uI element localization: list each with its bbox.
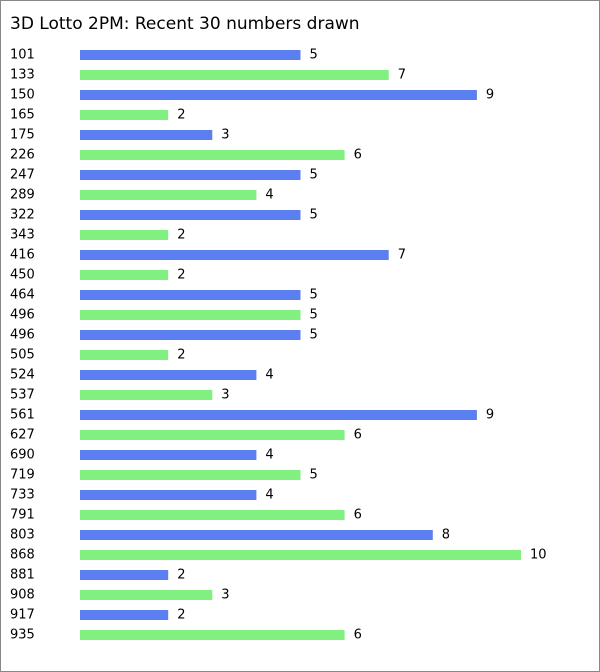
value-label: 7 (398, 68, 406, 83)
value-label: 4 (265, 188, 273, 203)
bar (80, 190, 257, 200)
y-tick-label: 165 (10, 108, 35, 123)
value-label: 9 (486, 408, 494, 423)
y-tick-label: 733 (10, 488, 35, 503)
y-tick-label: 322 (10, 208, 35, 223)
value-label: 5 (310, 208, 318, 223)
y-tick-label: 561 (10, 408, 35, 423)
y-tick-label: 537 (10, 388, 35, 403)
value-label: 2 (177, 608, 185, 623)
bar (80, 430, 345, 440)
value-label: 7 (398, 248, 406, 263)
y-tick-label: 416 (10, 248, 35, 263)
y-tick-label: 247 (10, 168, 35, 183)
y-tick-label: 496 (10, 328, 35, 343)
bar (80, 50, 301, 60)
y-tick-label: 627 (10, 428, 35, 443)
y-tick-label: 175 (10, 128, 35, 143)
bar (80, 250, 389, 260)
chart-title: 3D Lotto 2PM: Recent 30 numbers drawn (10, 14, 360, 34)
bar (80, 610, 169, 620)
bar (80, 130, 213, 140)
y-tick-label: 150 (10, 88, 35, 103)
value-label: 8 (442, 528, 450, 543)
y-tick-label: 690 (10, 448, 35, 463)
y-tick-label: 908 (10, 588, 35, 603)
y-tick-label: 917 (10, 608, 35, 623)
value-label: 5 (310, 328, 318, 343)
value-label: 2 (177, 348, 185, 363)
value-label: 3 (221, 128, 229, 143)
bar (80, 390, 213, 400)
y-tick-label: 868 (10, 548, 35, 563)
y-tick-label: 719 (10, 468, 35, 483)
bar (80, 70, 389, 80)
y-tick-label: 505 (10, 348, 35, 363)
y-tick-label: 496 (10, 308, 35, 323)
value-label: 3 (221, 588, 229, 603)
bar (80, 290, 301, 300)
value-label: 6 (354, 148, 362, 163)
value-label: 6 (354, 428, 362, 443)
value-label: 10 (530, 548, 547, 563)
y-tick-label: 343 (10, 228, 35, 243)
bar (80, 370, 257, 380)
y-tick-label: 524 (10, 368, 35, 383)
bar (80, 450, 257, 460)
value-label: 2 (177, 268, 185, 283)
bar (80, 110, 169, 120)
y-tick-label: 133 (10, 68, 35, 83)
value-label: 2 (177, 108, 185, 123)
value-label: 6 (354, 508, 362, 523)
y-tick-label: 450 (10, 268, 35, 283)
value-label: 5 (310, 48, 318, 63)
bar (80, 510, 345, 520)
value-label: 5 (310, 288, 318, 303)
bar (80, 410, 477, 420)
y-tick-label: 289 (10, 188, 35, 203)
value-label: 3 (221, 388, 229, 403)
bar (80, 590, 213, 600)
bar (80, 210, 301, 220)
bar (80, 470, 301, 480)
bar (80, 490, 257, 500)
value-label: 5 (310, 308, 318, 323)
bar (80, 310, 301, 320)
bar (80, 230, 169, 240)
bar (80, 630, 345, 640)
y-tick-label: 935 (10, 628, 35, 643)
value-label: 4 (265, 368, 273, 383)
value-label: 2 (177, 568, 185, 583)
bar (80, 270, 169, 280)
bar (80, 570, 169, 580)
bar (80, 90, 477, 100)
value-label: 2 (177, 228, 185, 243)
value-label: 4 (265, 448, 273, 463)
y-tick-label: 226 (10, 148, 35, 163)
bar (80, 330, 301, 340)
value-label: 9 (486, 88, 494, 103)
y-tick-label: 464 (10, 288, 35, 303)
bar (80, 350, 169, 360)
y-tick-label: 881 (10, 568, 35, 583)
y-tick-label: 791 (10, 508, 35, 523)
bar (80, 530, 433, 540)
y-tick-label: 101 (10, 48, 35, 63)
bar (80, 170, 301, 180)
value-label: 6 (354, 628, 362, 643)
value-label: 5 (310, 468, 318, 483)
bar (80, 550, 521, 560)
y-tick-label: 803 (10, 528, 35, 543)
value-label: 5 (310, 168, 318, 183)
bar (80, 150, 345, 160)
value-label: 4 (265, 488, 273, 503)
